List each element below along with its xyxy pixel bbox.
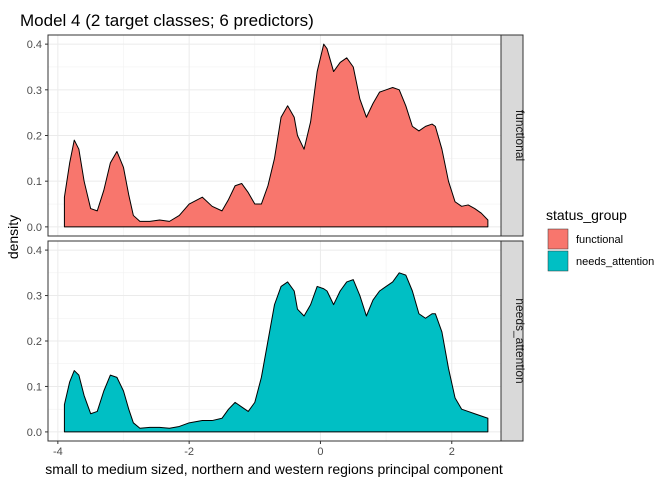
y-tick-label: 0.4 bbox=[27, 245, 42, 257]
facet-panel-needs-attention: 0.0 0.1 0.2 0.3 0.4 needs_attention bbox=[27, 240, 527, 442]
x-tick-label: 2 bbox=[449, 446, 455, 458]
x-tick-label: -2 bbox=[184, 446, 194, 458]
density-area-needs-attention bbox=[63, 272, 489, 433]
y-tick-label: 0.2 bbox=[27, 336, 42, 348]
x-tick-label: -4 bbox=[53, 446, 63, 458]
x-axis: -4 -2 0 2 bbox=[53, 441, 455, 458]
legend-title: status_group bbox=[546, 207, 627, 223]
facet-strip bbox=[500, 240, 524, 442]
y-tick-label: 0.3 bbox=[27, 85, 42, 97]
y-tick-label: 0.0 bbox=[27, 222, 42, 234]
y-tick-label: 0.0 bbox=[27, 427, 42, 439]
y-tick-label: 0.1 bbox=[27, 381, 42, 393]
chart-title: Model 4 (2 target classes; 6 predictors) bbox=[20, 11, 314, 30]
legend: status_group functional needs_attention bbox=[546, 207, 654, 272]
y-axis-title: density bbox=[5, 215, 21, 259]
y-tick-label: 0.3 bbox=[27, 291, 42, 303]
density-area-functional bbox=[63, 43, 489, 228]
x-axis-title: small to medium sized, northern and west… bbox=[45, 461, 503, 477]
legend-key-functional bbox=[547, 228, 569, 250]
x-tick-label: 0 bbox=[317, 446, 323, 458]
y-tick-label: 0.4 bbox=[27, 39, 42, 51]
y-tick-label: 0.1 bbox=[27, 176, 42, 188]
y-tick-label: 0.2 bbox=[27, 131, 42, 143]
facet-strip bbox=[500, 34, 524, 237]
legend-label-functional: functional bbox=[576, 234, 623, 246]
facet-panel-functional: 0.0 0.1 0.2 0.3 0.4 functional bbox=[27, 34, 527, 237]
facet-strip-label: functional bbox=[513, 110, 527, 161]
legend-key-needs-attention bbox=[547, 250, 569, 272]
facet-strip-label: needs_attention bbox=[513, 298, 527, 383]
legend-label-needs-attention: needs_attention bbox=[576, 256, 654, 268]
